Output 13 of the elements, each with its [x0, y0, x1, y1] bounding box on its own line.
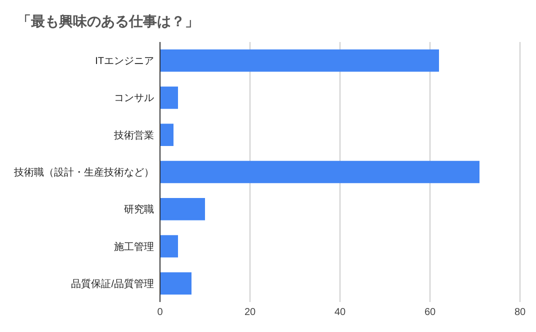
x-tick-label: 20 — [244, 307, 256, 318]
y-tick-label: ITエンジニア — [95, 56, 154, 68]
title: 「最も興味のある仕事は？」 — [17, 13, 199, 29]
y-tick-label: 研究職 — [124, 204, 154, 216]
x-tick-label: 40 — [334, 307, 346, 318]
y-tick-label: 品質保証/品質管理 — [71, 278, 154, 290]
x-tick-label: 80 — [514, 307, 526, 318]
y-tick-label: 技術職（設計・生産技術など） — [13, 166, 154, 178]
x-tick-label: 60 — [424, 307, 436, 318]
x-tick-label: 0 — [157, 307, 164, 318]
y-tick-label: コンサル — [114, 93, 154, 104]
y-tick-label: 施工管理 — [114, 240, 154, 253]
y-tick-label: 技術営業 — [113, 129, 154, 142]
